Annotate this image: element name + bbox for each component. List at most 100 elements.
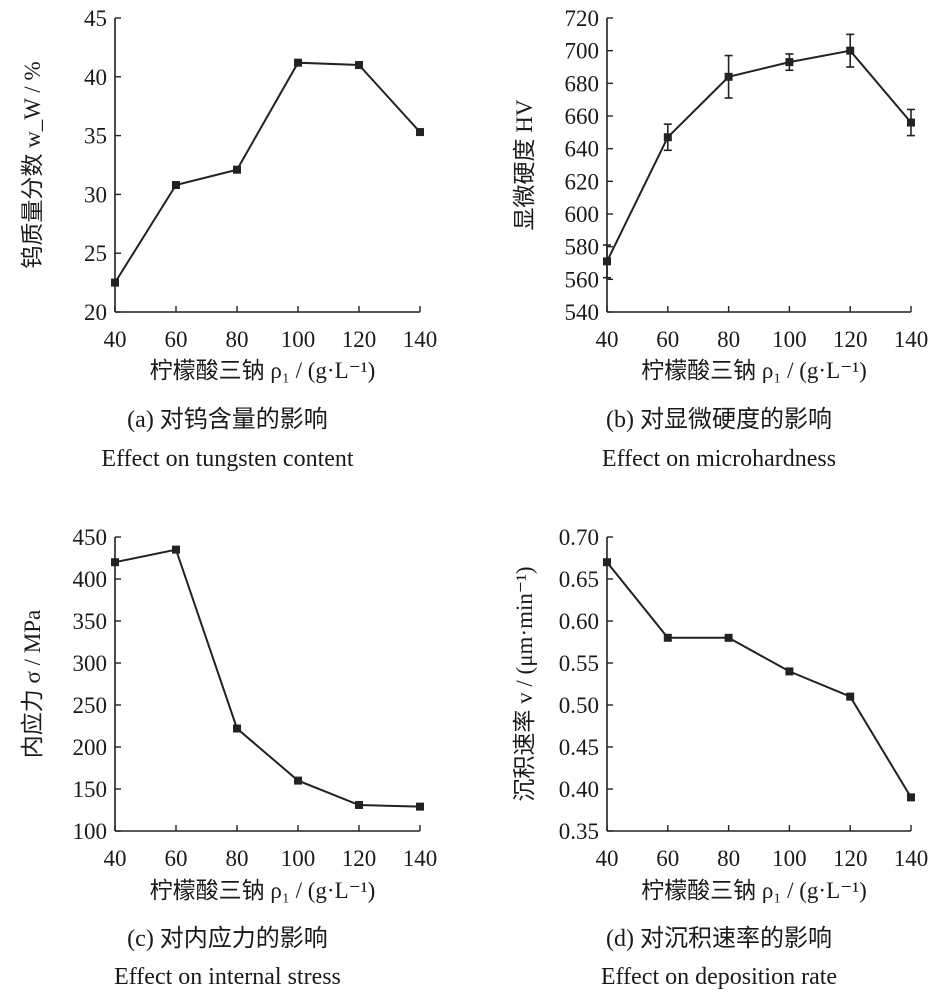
x-tick-label: 60 xyxy=(656,327,679,352)
data-point xyxy=(907,118,915,127)
y-tick-label: 0.60 xyxy=(559,609,599,634)
x-tick-label: 80 xyxy=(226,327,249,352)
y-tick-label: 640 xyxy=(565,137,600,162)
y-tick-label: 0.70 xyxy=(559,525,599,550)
y-tick-label: 580 xyxy=(565,235,600,260)
y-tick-label: 0.40 xyxy=(559,777,599,802)
y-tick-label: 450 xyxy=(73,525,108,550)
y-tick-label: 35 xyxy=(84,124,107,149)
y-tick-label: 30 xyxy=(84,182,107,207)
y-tick-label: 560 xyxy=(565,267,600,292)
series-line xyxy=(114,548,421,808)
x-tick-label: 40 xyxy=(596,327,619,352)
series-line xyxy=(114,61,421,284)
y-tick-label: 620 xyxy=(565,169,600,194)
y-tick-label: 720 xyxy=(565,6,600,31)
y-tick-label: 700 xyxy=(565,39,600,64)
data-point xyxy=(355,61,363,70)
chart-d: 0.35 0.40 0.45 0.50 0.55 0.60 0.65 0.70 40 60 80 10… xyxy=(512,525,928,990)
x-axis-title: 柠檬酸三钠 ρ₁ / (g·L⁻¹) xyxy=(641,358,867,383)
caption-english: Effect on microhardness xyxy=(602,446,836,472)
caption-chinese: (c) 对内应力的影响 xyxy=(127,925,328,952)
x-tick-label: 100 xyxy=(772,327,807,352)
y-axis-title: 内应力 σ / MPa xyxy=(20,610,45,759)
y-tick-label: 250 xyxy=(73,693,108,718)
data-point xyxy=(603,257,611,266)
data-point xyxy=(663,133,672,142)
x-tick-label: 60 xyxy=(165,846,188,871)
data-point xyxy=(846,692,855,701)
data-point xyxy=(846,46,855,55)
data-point xyxy=(907,793,915,802)
y-tick-label: 600 xyxy=(565,202,600,227)
x-tick-label: 60 xyxy=(656,846,679,871)
y-axis-title: 钨质量分数 w_W / % xyxy=(20,61,45,268)
data-point xyxy=(111,558,119,567)
data-point xyxy=(785,667,794,676)
x-tick-label: 80 xyxy=(717,327,740,352)
x-axis-title: 柠檬酸三钠 ρ₁ / (g·L⁻¹) xyxy=(641,878,867,903)
y-tick-label: 100 xyxy=(73,819,108,844)
y-tick-label: 680 xyxy=(565,71,600,96)
x-tick-label: 40 xyxy=(596,846,619,871)
x-tick-label: 40 xyxy=(104,327,127,352)
data-point xyxy=(233,165,241,174)
x-axis-title: 柠檬酸三钠 ρ₁ / (g·L⁻¹) xyxy=(150,878,376,903)
x-tick-label: 140 xyxy=(894,846,929,871)
x-tick-label: 140 xyxy=(894,327,929,352)
data-point xyxy=(111,278,119,287)
series-line xyxy=(606,49,912,262)
x-tick-label: 40 xyxy=(104,846,127,871)
chart-a: 20 25 30 35 40 45 40 60 80 100 120 140 柠檬酸三钠 ρ₁ / (g… xyxy=(20,6,437,472)
y-tick-label: 200 xyxy=(73,735,108,760)
x-axis-title: 柠檬酸三钠 ρ₁ / (g·L⁻¹) xyxy=(150,358,376,383)
caption-english: Effect on internal stress xyxy=(114,964,341,990)
y-tick-label: 0.45 xyxy=(559,735,599,760)
caption-english: Effect on tungsten content xyxy=(101,446,353,472)
data-point xyxy=(172,545,180,554)
y-axis-title: 沉积速率 v / (μm·min⁻¹) xyxy=(512,566,537,801)
y-tick-label: 300 xyxy=(73,651,108,676)
y-tick-label: 0.35 xyxy=(559,819,599,844)
y-tick-label: 45 xyxy=(84,6,107,31)
x-tick-label: 80 xyxy=(226,846,249,871)
y-tick-label: 660 xyxy=(565,104,600,129)
data-point xyxy=(355,800,363,809)
chart-c: 100 150 200 250 300 350 400 450 40 60 80 100 120 140 柠… xyxy=(20,525,437,990)
caption-chinese: (a) 对钨含量的影响 xyxy=(127,406,328,433)
data-point xyxy=(663,633,672,642)
caption-chinese: (d) 对沉积速率的影响 xyxy=(606,925,832,952)
y-tick-label: 0.65 xyxy=(559,567,599,592)
data-point xyxy=(172,180,180,189)
data-point xyxy=(416,802,424,811)
data-point xyxy=(724,633,733,642)
data-point xyxy=(294,776,302,785)
y-tick-label: 25 xyxy=(84,241,107,266)
x-tick-label: 120 xyxy=(342,327,377,352)
data-point xyxy=(416,128,424,137)
series-line xyxy=(606,561,912,798)
x-tick-label: 120 xyxy=(833,846,868,871)
data-point xyxy=(294,58,302,67)
y-tick-label: 20 xyxy=(84,300,107,325)
x-tick-label: 140 xyxy=(403,846,438,871)
caption-english: Effect on deposition rate xyxy=(601,964,837,990)
caption-chinese: (b) 对显微硬度的影响 xyxy=(606,406,832,433)
chart-b: 540 560 580 600 620 640 660 680 700 720 40 60 80 100 1… xyxy=(512,6,928,472)
x-tick-label: 80 xyxy=(717,846,740,871)
y-tick-label: 0.50 xyxy=(559,693,599,718)
y-tick-label: 150 xyxy=(73,777,108,802)
y-tick-label: 0.55 xyxy=(559,651,599,676)
x-tick-label: 100 xyxy=(281,846,316,871)
y-tick-label: 40 xyxy=(84,65,107,90)
data-point xyxy=(785,58,794,67)
x-tick-label: 100 xyxy=(772,846,807,871)
x-tick-label: 60 xyxy=(165,327,188,352)
y-tick-label: 540 xyxy=(565,300,600,325)
x-tick-label: 120 xyxy=(833,327,868,352)
y-tick-label: 400 xyxy=(73,567,108,592)
x-tick-label: 120 xyxy=(342,846,377,871)
y-axis-title: 显微硬度 HV xyxy=(512,99,537,230)
data-point xyxy=(603,558,611,567)
